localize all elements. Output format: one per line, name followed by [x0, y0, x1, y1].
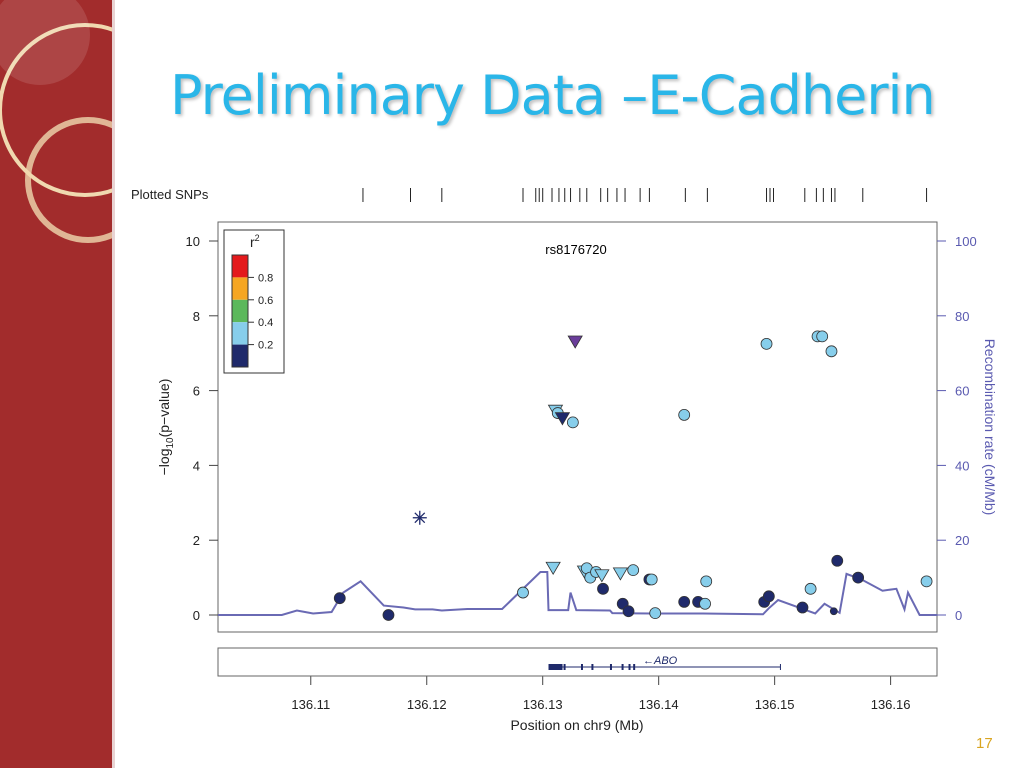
gene-exon	[633, 664, 636, 670]
x-tick-label: 136.12	[407, 697, 447, 712]
snp-point	[852, 571, 865, 584]
x-tick-label: 136.14	[639, 697, 679, 712]
y-right-tick-label: 100	[955, 234, 977, 249]
gene-exon	[628, 664, 631, 670]
y-right-tick-label: 0	[955, 608, 962, 623]
y-right-tick-label: 40	[955, 458, 969, 473]
legend-swatch	[232, 299, 248, 323]
page-number: 17	[976, 735, 993, 752]
legend-title: r2	[250, 233, 260, 250]
snp-point	[678, 409, 691, 421]
y-axis-right-label: Recombination rate (cM/Mb)	[982, 339, 998, 516]
gene-exon	[563, 664, 566, 670]
snp-point	[831, 554, 844, 567]
snp-point-triangle	[567, 335, 583, 349]
legend-swatch	[232, 322, 248, 345]
legend-swatch	[232, 277, 248, 300]
gene-exon	[609, 664, 612, 670]
snp-point	[796, 601, 809, 614]
snp-point	[333, 592, 346, 605]
legend-level-label: 0.8	[258, 272, 273, 284]
legend-swatch	[232, 344, 248, 367]
snp-point	[816, 330, 829, 343]
decorative-sidebar	[0, 0, 115, 768]
snp-point	[517, 586, 529, 599]
gene-exon	[621, 664, 624, 670]
snp-point	[699, 597, 711, 610]
snp-point	[920, 575, 933, 588]
slide-title: Preliminary Data –E-Cadherin	[170, 64, 936, 127]
y-right-tick-label: 20	[955, 533, 969, 548]
legend-level-label: 0.6	[258, 295, 273, 307]
gene-exon	[548, 664, 563, 670]
snp-point	[829, 607, 838, 616]
asterisk-stroke	[414, 512, 426, 524]
snp-point	[645, 573, 658, 586]
snp-point	[700, 575, 713, 588]
snp-point	[649, 607, 662, 620]
plotted-snps-track	[362, 188, 928, 202]
legend-level-label: 0.4	[258, 317, 273, 329]
x-tick-label: 136.15	[755, 697, 795, 712]
snp-point	[566, 416, 579, 429]
snp-point	[678, 596, 691, 608]
plotted-snps-label: Plotted SNPs	[131, 187, 209, 202]
snp-points-layer	[333, 330, 933, 621]
y-left-tick-label: 0	[193, 608, 200, 623]
y-axis-left-label-tail: (p−value)	[156, 379, 172, 438]
gene-exon	[591, 664, 594, 670]
y-axis-left-label-main: −log	[156, 449, 172, 476]
y-axis-left-label-sub: 10	[165, 437, 176, 449]
snp-point-triangle	[545, 561, 561, 576]
y-right-tick-label: 60	[955, 384, 969, 399]
snp-point-triangle	[594, 569, 610, 583]
sidebar-ring-inner	[0, 0, 90, 85]
snp-point	[627, 564, 640, 577]
y-left-tick-label: 8	[193, 309, 200, 324]
x-tick-label: 136.13	[523, 697, 563, 712]
sidebar-ring-large	[0, 23, 115, 197]
legend-swatch	[232, 255, 248, 278]
y-left-tick-label: 6	[193, 384, 200, 399]
snp-point	[622, 605, 635, 618]
x-tick-label: 136.16	[871, 697, 911, 712]
legend-level-label: 0.2	[258, 340, 273, 352]
snp-point	[382, 609, 395, 621]
snp-point	[760, 337, 773, 350]
y-right-tick-label: 80	[955, 309, 969, 324]
snp-point-asterisk	[412, 510, 427, 525]
legend-swatch-border	[231, 254, 249, 368]
x-axis-label: Position on chr9 (Mb)	[510, 717, 643, 733]
plot-area	[217, 221, 938, 633]
legend-swatches: 0.8 0.6 0.4 0.2	[231, 254, 273, 368]
snp-point	[825, 345, 838, 358]
gene-track-layer	[548, 664, 781, 670]
snp-point-triangle	[554, 412, 571, 426]
snp-point-triangle	[612, 567, 629, 581]
sidebar-rings-graphic	[0, 0, 115, 243]
x-tick-label: 136.11	[291, 697, 330, 712]
snp-point	[597, 582, 609, 595]
r2-legend: r2 0.8 0.6 0.4 0.2	[223, 229, 285, 374]
y-left-tick-label: 10	[186, 234, 200, 249]
lead-snp-annotation: rs8176720	[545, 242, 606, 257]
snp-point	[804, 582, 817, 595]
y-axis-left-label: −log10(p−value)	[156, 379, 176, 476]
y-left-tick-label: 2	[193, 533, 200, 548]
gene-exon	[580, 664, 583, 670]
y-left-tick-label: 4	[193, 458, 200, 473]
sidebar-ring-small	[25, 117, 115, 243]
sidebar-edge-line	[112, 0, 115, 768]
gene-label: ←ABO	[643, 655, 678, 667]
snp-point	[762, 590, 775, 603]
gene-track	[217, 647, 938, 677]
